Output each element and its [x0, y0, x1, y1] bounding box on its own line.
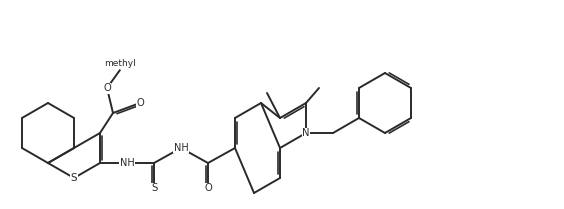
Text: S: S — [70, 173, 77, 183]
Text: O: O — [204, 183, 212, 193]
Text: O: O — [136, 98, 144, 108]
Text: N: N — [302, 128, 310, 138]
Text: O: O — [103, 83, 111, 93]
Text: S: S — [151, 183, 157, 193]
Text: NH: NH — [120, 158, 134, 168]
Text: methyl: methyl — [104, 59, 136, 68]
Text: methyl: methyl — [120, 69, 125, 70]
Text: NH: NH — [174, 143, 188, 153]
